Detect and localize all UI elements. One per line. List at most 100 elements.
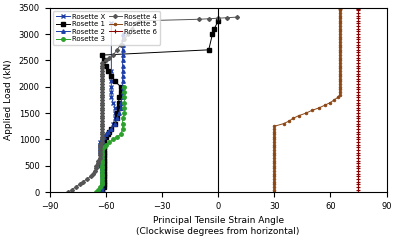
Rosette 3 [120, 127, 125, 130]
Rosette 3 [101, 146, 106, 149]
Rosette 3 [100, 162, 105, 165]
Rosette 6 [356, 6, 361, 9]
Rosette 2 [120, 85, 125, 88]
Rosette 4 [216, 17, 221, 20]
Rosette 3 [100, 183, 105, 186]
Rosette 1 [105, 133, 110, 136]
Rosette 2 [109, 127, 114, 130]
Rosette X [100, 188, 105, 191]
Rosette 2 [114, 117, 119, 120]
Rosette 2 [100, 167, 105, 170]
Rosette X [100, 154, 105, 157]
Rosette 4 [66, 191, 70, 194]
Rosette 6 [356, 120, 361, 122]
Rosette 2 [100, 156, 105, 159]
Rosette X [109, 75, 114, 78]
Rosette 1 [116, 101, 121, 104]
Rosette 1 [216, 19, 221, 22]
Rosette X [109, 80, 114, 83]
Rosette 1 [101, 162, 106, 165]
Rosette 2 [120, 64, 125, 67]
Rosette 1 [105, 70, 110, 72]
Rosette 3 [100, 178, 105, 180]
Rosette 3 [122, 85, 127, 88]
Rosette X [113, 112, 118, 114]
Rosette 2 [100, 162, 105, 165]
Rosette 6 [356, 6, 361, 9]
Rosette 1 [101, 167, 106, 170]
Rosette 1 [116, 106, 121, 109]
Rosette 1 [101, 178, 106, 180]
Rosette 1 [114, 117, 119, 120]
Rosette 5 [272, 191, 277, 194]
Rosette 1 [100, 188, 105, 191]
Rosette 1 [101, 186, 106, 188]
Rosette 3 [120, 122, 125, 125]
Rosette 3 [122, 112, 127, 114]
Rosette 1 [206, 48, 211, 51]
Rosette 3 [100, 159, 105, 162]
Rosette 2 [120, 48, 125, 51]
Rosette 3 [100, 149, 105, 151]
Rosette X [101, 175, 106, 178]
Rosette 2 [105, 130, 110, 133]
Rosette 5 [272, 154, 277, 157]
Rosette 6 [356, 27, 361, 30]
Rosette X [109, 22, 114, 25]
Rosette 1 [101, 138, 106, 141]
Rosette 3 [100, 154, 105, 157]
Rosette 1 [118, 90, 123, 93]
Rosette 2 [100, 188, 105, 191]
Rosette 6 [356, 159, 361, 162]
Rosette 2 [100, 143, 105, 146]
Rosette 3 [122, 90, 127, 93]
Rosette 2 [120, 33, 125, 36]
Legend: Rosette X, Rosette 1, Rosette 2, Rosette 3, Rosette 4, Rosette 5, Rosette 6: Rosette X, Rosette 1, Rosette 2, Rosette… [53, 11, 160, 45]
Rosette 1 [103, 135, 108, 138]
Rosette 5 [337, 6, 342, 9]
Rosette X [98, 151, 103, 154]
Rosette 3 [122, 101, 127, 104]
Rosette 4 [234, 16, 239, 18]
Rosette 2 [120, 38, 125, 41]
Line: Rosette X: Rosette X [98, 21, 117, 194]
Rosette 2 [120, 90, 125, 93]
Rosette 2 [120, 43, 125, 46]
Rosette 1 [100, 191, 105, 194]
Rosette 3 [100, 175, 105, 178]
Rosette 4 [100, 104, 105, 107]
Rosette 1 [101, 164, 106, 167]
Rosette 2 [100, 141, 105, 144]
Rosette 6 [356, 6, 361, 9]
Rosette 1 [100, 54, 105, 57]
Rosette X [100, 156, 105, 159]
Rosette 3 [114, 135, 119, 138]
Line: Rosette 3: Rosette 3 [95, 85, 126, 194]
Rosette X [109, 96, 114, 99]
Rosette 1 [101, 149, 106, 151]
Rosette X [98, 146, 103, 149]
Rosette 6 [356, 191, 361, 194]
Rosette 2 [100, 186, 105, 188]
Rosette 2 [100, 149, 105, 151]
Rosette 2 [118, 106, 123, 109]
Rosette 1 [101, 180, 106, 183]
Rosette 2 [120, 80, 125, 83]
Rosette X [109, 70, 114, 72]
Rosette X [100, 172, 105, 175]
Rosette 1 [212, 27, 217, 30]
Rosette 1 [109, 75, 114, 78]
Rosette 1 [101, 146, 106, 149]
Rosette 1 [113, 122, 118, 125]
Rosette 2 [100, 151, 105, 154]
Rosette 3 [100, 170, 105, 173]
Rosette 2 [100, 191, 105, 194]
Line: Rosette 6: Rosette 6 [357, 5, 360, 194]
Rosette 1 [103, 64, 108, 67]
Rosette 3 [100, 167, 105, 170]
Rosette 2 [100, 159, 105, 162]
Rosette X [109, 127, 114, 130]
Rosette 2 [100, 170, 105, 173]
Rosette X [100, 170, 105, 173]
Rosette 1 [109, 127, 114, 130]
